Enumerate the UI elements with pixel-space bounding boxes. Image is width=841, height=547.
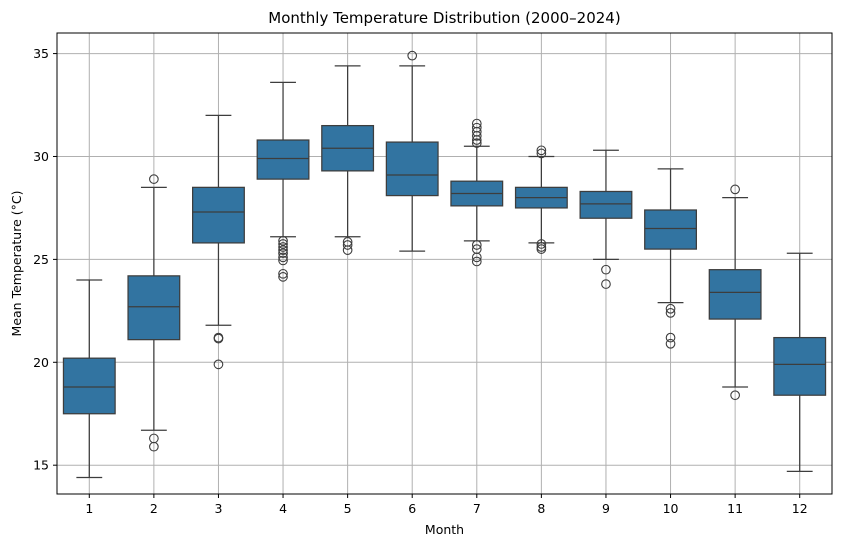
outlier-point (730, 390, 740, 401)
outlier-point (665, 338, 676, 349)
iqr-box (127, 275, 181, 341)
outlier-point (536, 148, 547, 159)
outlier-point (278, 248, 288, 259)
chart-title: Monthly Temperature Distribution (2000–2… (268, 9, 620, 27)
outlier-point (278, 236, 288, 246)
box-group-month-7 (450, 118, 504, 267)
x-tick-label: 6 (408, 501, 416, 516)
box-group-month-2 (127, 174, 181, 452)
x-tick-label: 7 (473, 501, 481, 516)
outlier-point (278, 239, 288, 249)
outlier-point (278, 255, 288, 266)
outlier-point (342, 240, 353, 250)
outlier-point (665, 332, 676, 343)
outlier-point (536, 239, 547, 249)
y-tick-label: 15 (33, 458, 49, 473)
outlier-point (730, 184, 740, 195)
box-group-month-12 (773, 252, 827, 472)
x-tick-label: 9 (602, 501, 610, 516)
x-tick-label: 4 (279, 501, 287, 516)
outlier-point (278, 242, 288, 252)
x-tick-label: 2 (150, 501, 158, 516)
outlier-point (278, 252, 288, 263)
outlier-point (536, 145, 547, 156)
box-group-month-8 (514, 145, 568, 254)
outlier-point (471, 252, 482, 263)
outlier-point (471, 240, 482, 250)
y-axis-ticks: 15 20 25 30 35 (33, 46, 57, 473)
iqr-box (62, 357, 116, 415)
iqr-box (644, 209, 697, 250)
x-tick-label: 10 (663, 501, 679, 516)
outlier-point (407, 50, 418, 61)
x-tick-label: 12 (792, 501, 808, 516)
x-axis-label: Month (425, 522, 464, 537)
outlier-point (471, 256, 482, 267)
x-tick-label: 8 (537, 501, 545, 516)
box-group-month-9 (579, 149, 633, 289)
iqr-box (385, 141, 439, 197)
box-series (62, 50, 827, 479)
x-tick-label: 3 (214, 501, 222, 516)
plot-area-frame (56, 32, 833, 495)
iqr-box (708, 269, 762, 320)
iqr-box (773, 336, 827, 396)
box-group-month-10 (644, 168, 697, 349)
outlier-point (213, 333, 224, 344)
y-tick-label: 25 (33, 252, 49, 267)
x-axis-ticks: 1 2 3 4 5 6 7 8 9 10 11 12 (85, 494, 808, 516)
outlier-point (149, 174, 159, 184)
outlier-point (149, 441, 159, 452)
outlier-point (213, 359, 224, 370)
iqr-box (256, 139, 310, 180)
outlier-point (471, 135, 482, 145)
outlier-point (342, 245, 353, 255)
y-tick-label: 35 (33, 46, 49, 61)
iqr-box (579, 190, 633, 219)
box-group-month-3 (192, 114, 245, 370)
outlier-point (278, 272, 288, 282)
iqr-box (192, 186, 245, 244)
outlier-point (665, 303, 676, 314)
outlier-point (601, 279, 611, 289)
y-tick-label: 30 (33, 149, 49, 164)
box-group-month-1 (62, 279, 116, 479)
outlier-point (665, 308, 676, 318)
x-tick-label: 5 (344, 501, 352, 516)
outlier-point (601, 264, 611, 275)
box-group-month-4 (256, 81, 310, 282)
outlier-point (471, 131, 482, 141)
y-tick-label: 20 (33, 355, 49, 370)
x-tick-label: 11 (727, 501, 743, 516)
outlier-point (536, 244, 547, 254)
box-group-month-6 (385, 50, 439, 252)
box-group-month-5 (321, 65, 375, 255)
outlier-point (278, 268, 288, 279)
box-group-month-11 (708, 184, 762, 401)
outlier-point (278, 245, 288, 255)
y-axis-label: Mean Temperature (°C) (9, 191, 24, 337)
x-tick-label: 1 (85, 501, 93, 516)
outlier-point (471, 138, 482, 148)
